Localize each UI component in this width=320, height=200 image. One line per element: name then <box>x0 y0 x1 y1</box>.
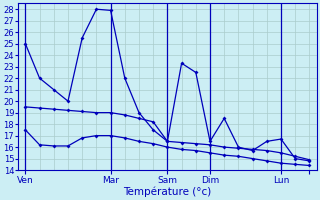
X-axis label: Température (°c): Température (°c) <box>123 186 212 197</box>
